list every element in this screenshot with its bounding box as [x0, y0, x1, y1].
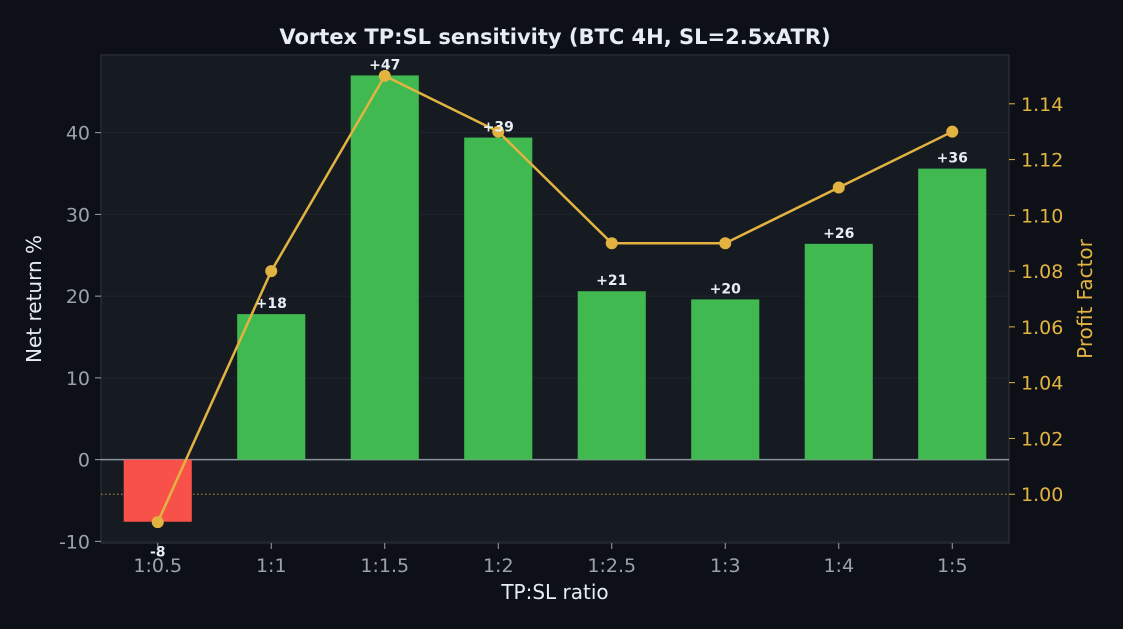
x-tick-label: 1:0.5: [133, 555, 182, 577]
bar: [918, 168, 987, 460]
bar: [350, 75, 419, 460]
bar-data-label: +39: [483, 120, 514, 136]
x-tick-label: 1:1.5: [360, 555, 409, 577]
y2-tick-label: 1.06: [1021, 317, 1063, 339]
bar-data-label: +21: [596, 273, 627, 289]
bar-data-label: +20: [710, 281, 741, 297]
x-tick-label: 1:4: [823, 555, 854, 577]
y2-tick-label: 1.02: [1021, 428, 1063, 450]
profit-factor-point: [946, 125, 959, 138]
y2-axis-label: Profit Factor: [1073, 238, 1097, 359]
y2-tick-label: 1.00: [1021, 484, 1063, 506]
y-tick-label: 40: [66, 123, 90, 145]
bar: [804, 243, 873, 460]
data-labels: -8 +18 +47 +39 +21 +20 +26 +36: [150, 57, 968, 560]
y2-tick-label: 1.12: [1021, 150, 1063, 172]
x-tick-label: 1:2.5: [587, 555, 636, 577]
y2-tick-label: 1.10: [1021, 205, 1063, 227]
bar-data-label: +26: [823, 226, 854, 242]
profit-factor-point: [832, 181, 845, 194]
axes: -10 0 10 20 30 40 1.00 1.02 1.04 1.06 1.08 1.10 1.12…: [59, 94, 1063, 577]
profit-factor-series: [151, 69, 959, 529]
x-tick-label: 1:3: [710, 555, 741, 577]
profit-factor-point: [719, 237, 732, 250]
x-tick-label: 1:1: [256, 555, 287, 577]
bar-data-label: +36: [937, 151, 968, 167]
bar: [691, 299, 760, 460]
profit-factor-point: [378, 69, 391, 82]
profit-factor-point: [151, 516, 164, 529]
y2-tick-label: 1.04: [1021, 373, 1063, 395]
x-tick-label: 1:5: [937, 555, 968, 577]
y-tick-label: 30: [66, 204, 90, 226]
chart-title: Vortex TP:SL sensitivity (BTC 4H, SL=2.5…: [279, 25, 830, 49]
y-tick-label: -10: [59, 531, 90, 553]
y-tick-label: 10: [66, 368, 90, 390]
bar-data-label: -8: [150, 545, 166, 561]
y-tick-label: 20: [66, 286, 90, 308]
profit-factor-point: [265, 265, 278, 278]
y2-tick-label: 1.14: [1021, 94, 1063, 116]
bar: [577, 291, 646, 460]
bar-data-label: +47: [369, 57, 400, 73]
y2-tick-label: 1.08: [1021, 261, 1063, 283]
x-tick-label: 1:2: [483, 555, 514, 577]
bar: [237, 314, 306, 460]
profit-factor-point: [492, 125, 505, 138]
bar-data-label: +18: [256, 296, 287, 312]
x-axis-label: TP:SL ratio: [500, 580, 608, 604]
profit-factor-line: [156, 74, 953, 523]
y-axis-label: Net return %: [22, 235, 46, 363]
profit-factor-point: [605, 237, 618, 250]
bar: [464, 137, 533, 460]
y-tick-label: 0: [78, 450, 90, 472]
